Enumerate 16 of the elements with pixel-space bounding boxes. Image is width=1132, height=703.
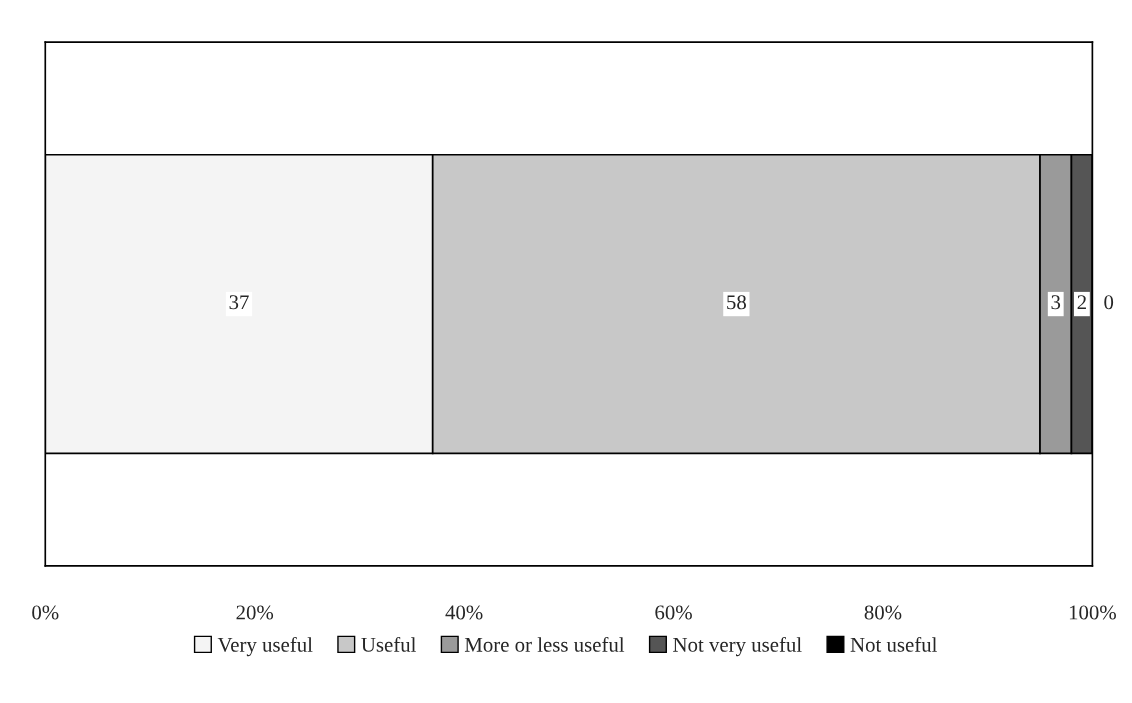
legend-label: Very useful: [217, 636, 313, 657]
x-tick-label: 40%: [445, 605, 483, 620]
data-label: 58: [727, 295, 746, 310]
x-tick-label: 100%: [1069, 605, 1116, 620]
data-label: 2: [1077, 295, 1086, 310]
x-tick-label: 80%: [864, 605, 902, 620]
legend-label: Not very useful: [673, 636, 802, 657]
data-label: 3: [1051, 295, 1061, 310]
legend-label: Useful: [361, 636, 416, 652]
x-tick-label: 20%: [236, 605, 274, 620]
x-tick-label: 60%: [655, 605, 692, 620]
legend-label: More or less useful: [464, 636, 625, 652]
legend-label: Not useful: [850, 636, 937, 652]
x-tick-label: 0%: [32, 605, 59, 620]
data-label: 37: [229, 295, 249, 310]
data-label: 0: [1104, 295, 1114, 310]
